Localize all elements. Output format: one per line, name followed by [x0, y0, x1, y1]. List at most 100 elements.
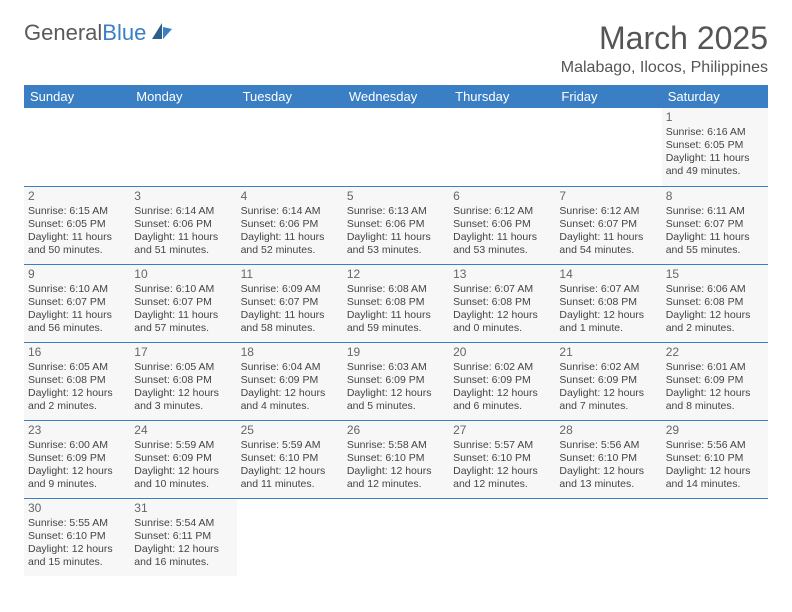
- sunrise-line: Sunrise: 6:16 AM: [666, 126, 764, 139]
- daylight-line: Daylight: 11 hours and 57 minutes.: [134, 309, 232, 335]
- daylight-line: Daylight: 12 hours and 12 minutes.: [347, 465, 445, 491]
- logo: GeneralBlue: [24, 20, 174, 46]
- daylight-line: Daylight: 12 hours and 2 minutes.: [28, 387, 126, 413]
- logo-sail-icon: [150, 21, 174, 46]
- calendar-day: 10Sunrise: 6:10 AMSunset: 6:07 PMDayligh…: [130, 264, 236, 342]
- sunrise-line: Sunrise: 6:05 AM: [134, 361, 232, 374]
- calendar-day-empty: [343, 498, 449, 576]
- calendar-day: 31Sunrise: 5:54 AMSunset: 6:11 PMDayligh…: [130, 498, 236, 576]
- calendar-week: 30Sunrise: 5:55 AMSunset: 6:10 PMDayligh…: [24, 498, 768, 576]
- sunrise-line: Sunrise: 6:04 AM: [241, 361, 339, 374]
- sunrise-line: Sunrise: 5:57 AM: [453, 439, 551, 452]
- daylight-line: Daylight: 12 hours and 13 minutes.: [559, 465, 657, 491]
- calendar-week: 9Sunrise: 6:10 AMSunset: 6:07 PMDaylight…: [24, 264, 768, 342]
- day-number: 4: [241, 189, 339, 204]
- daylight-line: Daylight: 11 hours and 53 minutes.: [453, 231, 551, 257]
- sunrise-line: Sunrise: 6:07 AM: [559, 283, 657, 296]
- title-block: March 2025 Malabago, Ilocos, Philippines: [561, 20, 768, 77]
- calendar-day-empty: [130, 108, 236, 186]
- daylight-line: Daylight: 12 hours and 16 minutes.: [134, 543, 232, 569]
- calendar-body: 1Sunrise: 6:16 AMSunset: 6:05 PMDaylight…: [24, 108, 768, 576]
- weekday-header: Tuesday: [237, 85, 343, 108]
- sunset-line: Sunset: 6:10 PM: [559, 452, 657, 465]
- day-number: 1: [666, 110, 764, 125]
- day-number: 14: [559, 267, 657, 282]
- sunrise-line: Sunrise: 5:54 AM: [134, 517, 232, 530]
- daylight-line: Daylight: 11 hours and 58 minutes.: [241, 309, 339, 335]
- daylight-line: Daylight: 12 hours and 0 minutes.: [453, 309, 551, 335]
- daylight-line: Daylight: 11 hours and 49 minutes.: [666, 152, 764, 178]
- sunset-line: Sunset: 6:08 PM: [134, 374, 232, 387]
- sunrise-line: Sunrise: 5:58 AM: [347, 439, 445, 452]
- weekday-header: Monday: [130, 85, 236, 108]
- sunset-line: Sunset: 6:10 PM: [666, 452, 764, 465]
- sunrise-line: Sunrise: 5:55 AM: [28, 517, 126, 530]
- day-number: 7: [559, 189, 657, 204]
- sunrise-line: Sunrise: 5:56 AM: [666, 439, 764, 452]
- sunset-line: Sunset: 6:07 PM: [28, 296, 126, 309]
- sunset-line: Sunset: 6:08 PM: [666, 296, 764, 309]
- sunrise-line: Sunrise: 5:59 AM: [134, 439, 232, 452]
- sunrise-line: Sunrise: 5:56 AM: [559, 439, 657, 452]
- calendar-day: 20Sunrise: 6:02 AMSunset: 6:09 PMDayligh…: [449, 342, 555, 420]
- day-number: 5: [347, 189, 445, 204]
- sunset-line: Sunset: 6:09 PM: [559, 374, 657, 387]
- daylight-line: Daylight: 12 hours and 2 minutes.: [666, 309, 764, 335]
- day-number: 20: [453, 345, 551, 360]
- sunset-line: Sunset: 6:10 PM: [453, 452, 551, 465]
- calendar-day-empty: [449, 108, 555, 186]
- daylight-line: Daylight: 11 hours and 59 minutes.: [347, 309, 445, 335]
- location: Malabago, Ilocos, Philippines: [561, 59, 768, 77]
- sunset-line: Sunset: 6:05 PM: [28, 218, 126, 231]
- calendar-day: 11Sunrise: 6:09 AMSunset: 6:07 PMDayligh…: [237, 264, 343, 342]
- daylight-line: Daylight: 12 hours and 6 minutes.: [453, 387, 551, 413]
- daylight-line: Daylight: 11 hours and 55 minutes.: [666, 231, 764, 257]
- month-title: March 2025: [561, 20, 768, 57]
- day-number: 26: [347, 423, 445, 438]
- calendar-day-empty: [662, 498, 768, 576]
- calendar-day: 27Sunrise: 5:57 AMSunset: 6:10 PMDayligh…: [449, 420, 555, 498]
- weekday-header: Sunday: [24, 85, 130, 108]
- calendar-day: 2Sunrise: 6:15 AMSunset: 6:05 PMDaylight…: [24, 186, 130, 264]
- sunset-line: Sunset: 6:06 PM: [134, 218, 232, 231]
- sunrise-line: Sunrise: 6:02 AM: [453, 361, 551, 374]
- sunrise-line: Sunrise: 6:09 AM: [241, 283, 339, 296]
- calendar-day: 17Sunrise: 6:05 AMSunset: 6:08 PMDayligh…: [130, 342, 236, 420]
- calendar-day: 15Sunrise: 6:06 AMSunset: 6:08 PMDayligh…: [662, 264, 768, 342]
- weekday-header: Saturday: [662, 85, 768, 108]
- sunset-line: Sunset: 6:09 PM: [666, 374, 764, 387]
- daylight-line: Daylight: 12 hours and 7 minutes.: [559, 387, 657, 413]
- calendar-day: 7Sunrise: 6:12 AMSunset: 6:07 PMDaylight…: [555, 186, 661, 264]
- day-number: 25: [241, 423, 339, 438]
- sunrise-line: Sunrise: 6:14 AM: [134, 205, 232, 218]
- day-number: 21: [559, 345, 657, 360]
- day-number: 3: [134, 189, 232, 204]
- day-number: 13: [453, 267, 551, 282]
- logo-text: GeneralBlue: [24, 20, 146, 46]
- day-number: 27: [453, 423, 551, 438]
- calendar-day: 6Sunrise: 6:12 AMSunset: 6:06 PMDaylight…: [449, 186, 555, 264]
- daylight-line: Daylight: 12 hours and 15 minutes.: [28, 543, 126, 569]
- sunrise-line: Sunrise: 6:12 AM: [559, 205, 657, 218]
- sunset-line: Sunset: 6:09 PM: [241, 374, 339, 387]
- daylight-line: Daylight: 12 hours and 11 minutes.: [241, 465, 339, 491]
- sunrise-line: Sunrise: 5:59 AM: [241, 439, 339, 452]
- calendar-day: 18Sunrise: 6:04 AMSunset: 6:09 PMDayligh…: [237, 342, 343, 420]
- daylight-line: Daylight: 11 hours and 50 minutes.: [28, 231, 126, 257]
- sunrise-line: Sunrise: 6:13 AM: [347, 205, 445, 218]
- day-number: 8: [666, 189, 764, 204]
- calendar-week: 23Sunrise: 6:00 AMSunset: 6:09 PMDayligh…: [24, 420, 768, 498]
- day-number: 9: [28, 267, 126, 282]
- day-number: 10: [134, 267, 232, 282]
- daylight-line: Daylight: 12 hours and 9 minutes.: [28, 465, 126, 491]
- calendar-week: 1Sunrise: 6:16 AMSunset: 6:05 PMDaylight…: [24, 108, 768, 186]
- day-number: 24: [134, 423, 232, 438]
- daylight-line: Daylight: 12 hours and 5 minutes.: [347, 387, 445, 413]
- sunrise-line: Sunrise: 6:15 AM: [28, 205, 126, 218]
- calendar-day-empty: [449, 498, 555, 576]
- day-number: 31: [134, 501, 232, 516]
- weekday-header: Thursday: [449, 85, 555, 108]
- sunset-line: Sunset: 6:06 PM: [347, 218, 445, 231]
- day-number: 18: [241, 345, 339, 360]
- sunset-line: Sunset: 6:07 PM: [241, 296, 339, 309]
